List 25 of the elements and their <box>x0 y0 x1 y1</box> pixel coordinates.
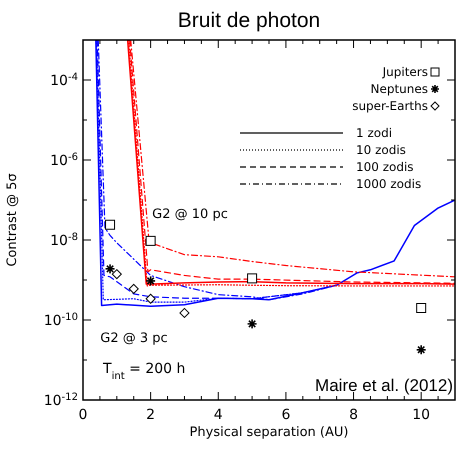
y-tick-label: 10$^{-4}$ <box>50 72 78 89</box>
legend-label: 1 zodi <box>356 126 392 140</box>
legend-label: 100 zodis <box>356 160 414 174</box>
x-axis-title: Physical separation (AU) <box>190 425 348 440</box>
x-tick-label: 0 <box>78 407 88 423</box>
legend-label: Neptunes <box>370 82 428 96</box>
y-tick-label: 10$^{-6}$ <box>50 152 78 169</box>
x-tick-label: 6 <box>281 407 290 423</box>
chart-title: Bruit de photon <box>178 9 320 32</box>
x-tick-label: 10 <box>412 407 430 423</box>
annotation: G2 @ 10 pc <box>152 207 228 222</box>
x-tick-label: 2 <box>146 407 156 423</box>
y-tick-label: 10$^{-10}$ <box>44 312 78 329</box>
annotation: G2 @ 3 pc <box>100 331 168 346</box>
legend-label: super-Earths <box>352 99 428 113</box>
legend-label: 1000 zodis <box>356 177 422 191</box>
y-tick-label: 10$^{-12}$ <box>44 392 78 409</box>
legend-label: 10 zodis <box>356 143 406 157</box>
annotation: T$_{int}$ = 200 h <box>102 361 186 382</box>
x-tick-label: 4 <box>214 407 223 423</box>
legend-label: Jupiters <box>382 65 428 79</box>
x-tick-label: 8 <box>349 407 358 423</box>
annotation: Maire et al. (2012) <box>315 376 453 395</box>
y-tick-label: 10$^{-8}$ <box>50 232 78 249</box>
y-axis-title: Contrast @ 5σ <box>5 173 20 267</box>
